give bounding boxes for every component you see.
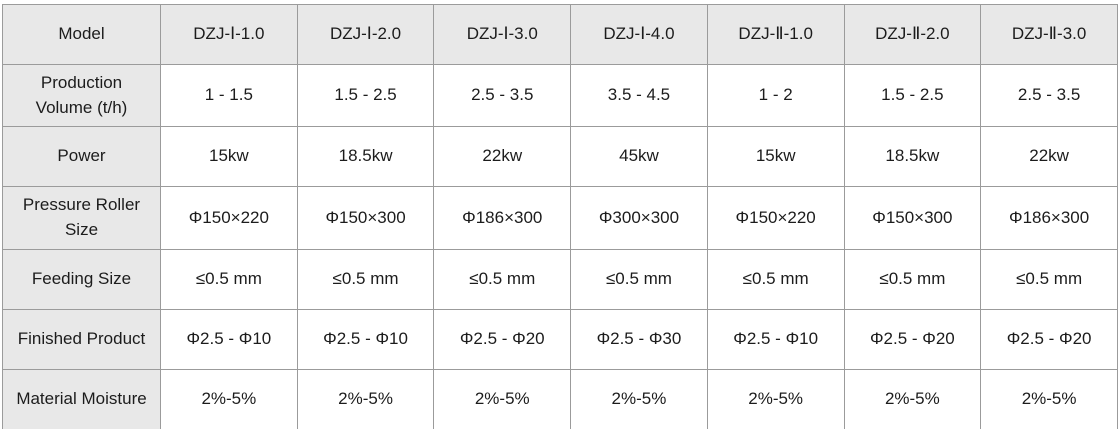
table-cell: Φ300×300 (570, 186, 708, 250)
table-cell: Φ2.5 - Φ20 (980, 308, 1118, 370)
table-cell: 2%-5% (570, 368, 708, 429)
table-cell: ≤0.5 mm (296, 248, 435, 310)
column-header-model-6: DZJ-Ⅱ-2.0 (843, 4, 982, 65)
table-cell: 15kw (706, 126, 845, 188)
table-cell: 3.5 - 4.5 (570, 63, 708, 128)
table-cell: ≤0.5 mm (570, 248, 708, 310)
table-cell: ≤0.5 mm (706, 248, 845, 310)
header-row: Model DZJ-Ⅰ-1.0 DZJ-Ⅰ-2.0 DZJ-Ⅰ-3.0 DZJ-Ⅰ-4… (2, 4, 1118, 65)
table-cell: 2.5 - 3.5 (433, 63, 572, 128)
table-row: Material Moisture 2%-5% 2%-5% 2%-5% 2%-5% 2%-… (2, 368, 1118, 429)
table-cell: Φ186×300 (980, 186, 1118, 250)
table-cell: Φ150×220 (706, 186, 845, 250)
table-cell: Φ150×220 (160, 186, 298, 250)
table-cell: 15kw (160, 126, 298, 188)
table-cell: 18.5kw (296, 126, 435, 188)
column-header-model-5: DZJ-Ⅱ-1.0 (706, 4, 845, 65)
table-cell: Φ2.5 - Φ20 (433, 308, 572, 370)
table-cell: 2%-5% (296, 368, 435, 429)
table-cell: 2%-5% (160, 368, 298, 429)
table-cell: Φ150×300 (296, 186, 435, 250)
table-cell: 1 - 1.5 (160, 63, 298, 128)
table-cell: Φ150×300 (843, 186, 982, 250)
column-header-model-4: DZJ-Ⅰ-4.0 (570, 4, 708, 65)
table-cell: 1 - 2 (706, 63, 845, 128)
table-cell: Φ2.5 - Φ30 (570, 308, 708, 370)
table-row: Power 15kw 18.5kw 22kw 45kw 15kw 18.5kw 22kw (2, 126, 1118, 188)
table-row: Pressure Roller Size Φ150×220 Φ150×300 Φ186… (2, 186, 1118, 250)
table-cell: 2%-5% (843, 368, 982, 429)
row-header: Finished Product (2, 308, 161, 370)
row-header: Production Volume (t/h) (2, 63, 161, 128)
corner-header-model: Model (2, 4, 161, 65)
table-cell: Φ2.5 - Φ20 (843, 308, 982, 370)
table-cell: 2%-5% (706, 368, 845, 429)
table-cell: ≤0.5 mm (160, 248, 298, 310)
table-cell: ≤0.5 mm (433, 248, 572, 310)
table-row: Production Volume (t/h) 1 - 1.5 1.5 - 2.5 2… (2, 63, 1118, 128)
row-header: Pressure Roller Size (2, 186, 161, 250)
table-row: Feeding Size ≤0.5 mm ≤0.5 mm ≤0.5 mm ≤0.5 mm… (2, 248, 1118, 310)
table-cell: Φ2.5 - Φ10 (706, 308, 845, 370)
row-header: Power (2, 126, 161, 188)
column-header-model-3: DZJ-Ⅰ-3.0 (433, 4, 572, 65)
table-row: Finished Product Φ2.5 - Φ10 Φ2.5 - Φ10 Φ2.5… (2, 308, 1118, 370)
row-header: Material Moisture (2, 368, 161, 429)
table-cell: 18.5kw (843, 126, 982, 188)
table-cell: 2%-5% (433, 368, 572, 429)
column-header-model-2: DZJ-Ⅰ-2.0 (296, 4, 435, 65)
table-cell: Φ2.5 - Φ10 (160, 308, 298, 370)
table-cell: ≤0.5 mm (980, 248, 1118, 310)
table-cell: 1.5 - 2.5 (843, 63, 982, 128)
column-header-model-1: DZJ-Ⅰ-1.0 (160, 4, 298, 65)
table-cell: 2%-5% (980, 368, 1118, 429)
table-cell: Φ2.5 - Φ10 (296, 308, 435, 370)
table-cell: 22kw (433, 126, 572, 188)
table-cell: 45kw (570, 126, 708, 188)
table-cell: 22kw (980, 126, 1118, 188)
column-header-model-7: DZJ-Ⅱ-3.0 (980, 4, 1118, 65)
table-cell: ≤0.5 mm (843, 248, 982, 310)
table-cell: Φ186×300 (433, 186, 572, 250)
product-spec-table: Model DZJ-Ⅰ-1.0 DZJ-Ⅰ-2.0 DZJ-Ⅰ-3.0 DZJ-Ⅰ-4… (2, 4, 1118, 429)
table-cell: 2.5 - 3.5 (980, 63, 1118, 128)
table-cell: 1.5 - 2.5 (296, 63, 435, 128)
row-header: Feeding Size (2, 248, 161, 310)
